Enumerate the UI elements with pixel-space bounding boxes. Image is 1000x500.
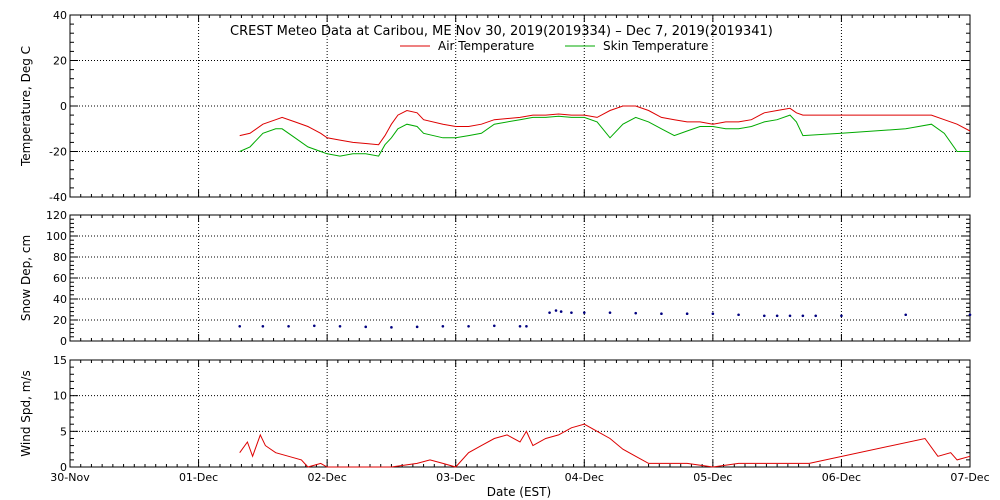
y-axis-label: Snow Dep, cm bbox=[19, 235, 33, 321]
panel-1: -40 -20 0 20 40 Temperature, Deg C Air Tempera… bbox=[19, 9, 971, 204]
x-tick-label: 02-Dec bbox=[308, 471, 347, 484]
data-point bbox=[775, 314, 779, 318]
data-point bbox=[788, 314, 792, 318]
data-point bbox=[441, 325, 445, 328]
series-3-1 bbox=[239, 423, 971, 468]
panel-2: 0 20 40 60 80 100 120 Snow Dep, cm bbox=[19, 209, 972, 348]
data-point bbox=[840, 314, 843, 318]
y-tick-label: 120 bbox=[46, 209, 67, 222]
y-tick-label: 0 bbox=[60, 100, 67, 113]
data-point bbox=[338, 325, 342, 328]
series-line bbox=[239, 105, 971, 146]
data-point bbox=[312, 324, 316, 328]
y-tick-label: 5 bbox=[60, 425, 67, 438]
series-line bbox=[239, 114, 970, 157]
data-point bbox=[518, 325, 522, 328]
x-tick-label: 07-Dec bbox=[950, 471, 989, 484]
x-tick-label: 01-Dec bbox=[179, 471, 218, 484]
x-tick-label: 06-Dec bbox=[822, 471, 861, 484]
data-point bbox=[559, 310, 563, 313]
panel-3: 0 5 10 15 Wind Spd, m/s bbox=[19, 354, 971, 474]
y-tick-label: -40 bbox=[49, 191, 67, 204]
data-point bbox=[801, 314, 805, 318]
x-axis-label: Date (EST) bbox=[487, 485, 551, 499]
data-point bbox=[467, 325, 470, 328]
data-point bbox=[415, 325, 419, 329]
y-axis-label: Wind Spd, m/s bbox=[19, 370, 33, 456]
y-tick-label: 60 bbox=[53, 272, 67, 285]
data-point bbox=[548, 311, 551, 314]
legend-entry: Air Temperature bbox=[438, 39, 534, 53]
y-tick-label: 40 bbox=[53, 9, 67, 22]
y-axis-label: Temperature, Deg C bbox=[19, 46, 33, 167]
y-tick-label: 80 bbox=[53, 251, 67, 264]
series-line bbox=[239, 423, 971, 468]
data-point bbox=[287, 325, 290, 328]
data-point bbox=[608, 311, 612, 314]
x-tick-label: 04-Dec bbox=[565, 471, 604, 484]
data-point bbox=[762, 314, 766, 318]
data-point bbox=[737, 313, 740, 317]
data-point bbox=[634, 311, 638, 315]
data-point bbox=[814, 314, 818, 318]
y-tick-label: 40 bbox=[53, 293, 67, 306]
y-tick-label: -20 bbox=[49, 146, 67, 159]
data-point bbox=[711, 312, 715, 316]
data-point bbox=[968, 313, 972, 317]
data-point bbox=[904, 313, 908, 317]
y-tick-label: 0 bbox=[60, 461, 67, 474]
data-point bbox=[390, 326, 393, 329]
data-point bbox=[492, 324, 496, 328]
y-tick-label: 10 bbox=[53, 390, 67, 403]
data-point bbox=[660, 312, 663, 316]
data-point bbox=[582, 311, 586, 314]
series-2-1 bbox=[238, 309, 972, 329]
plot-panels: -40 -20 0 20 40 Temperature, Deg C Air Tempera… bbox=[19, 9, 990, 484]
x-tick-label: 05-Dec bbox=[693, 471, 732, 484]
data-point bbox=[238, 325, 242, 328]
y-tick-label: 20 bbox=[53, 55, 67, 68]
y-tick-label: 100 bbox=[46, 230, 67, 243]
y-tick-label: 20 bbox=[53, 314, 67, 327]
y-tick-label: 0 bbox=[60, 335, 67, 348]
x-tick-label: 03-Dec bbox=[436, 471, 475, 484]
data-point bbox=[554, 309, 558, 312]
series-1-2 bbox=[239, 114, 970, 157]
x-tick-label: 30-Nov bbox=[50, 471, 90, 484]
y-tick-label: 15 bbox=[53, 354, 67, 367]
data-point bbox=[685, 312, 689, 316]
legend-entry: Skin Temperature bbox=[603, 39, 708, 53]
data-point bbox=[570, 311, 573, 314]
data-point bbox=[364, 325, 368, 329]
data-point bbox=[261, 325, 265, 328]
chart-title: CREST Meteo Data at Caribou, ME Nov 30, … bbox=[230, 24, 773, 39]
series-1-1 bbox=[239, 105, 971, 146]
data-point bbox=[525, 325, 528, 328]
